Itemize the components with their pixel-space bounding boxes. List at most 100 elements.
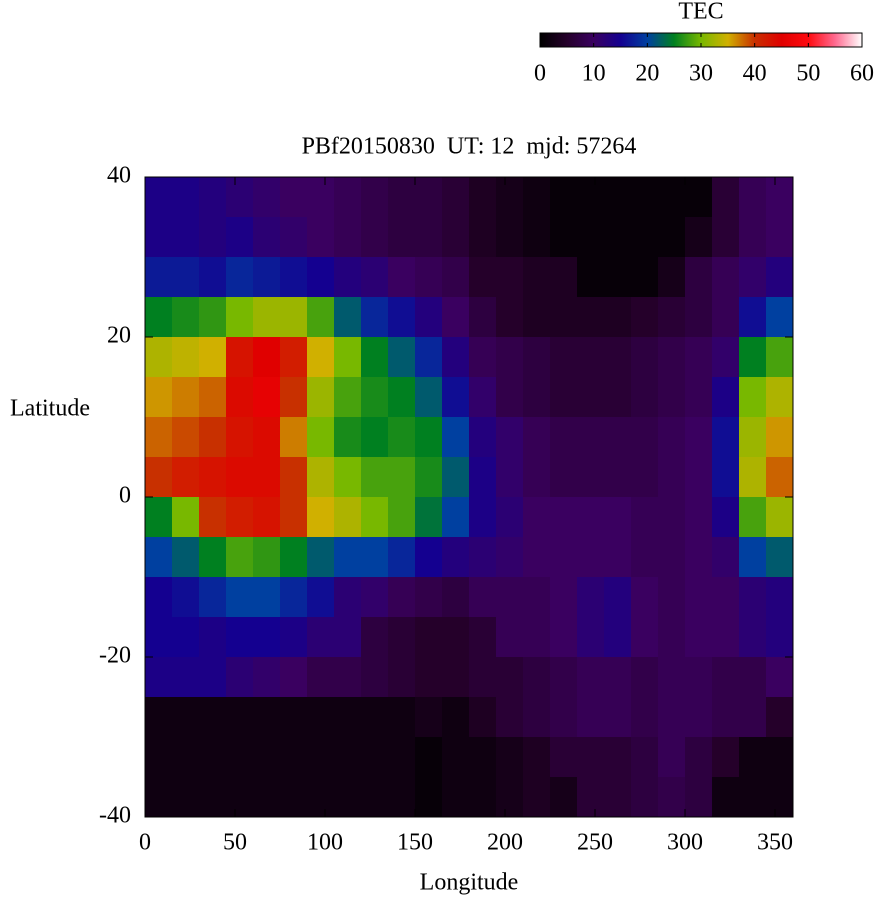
cell (307, 297, 335, 338)
cell (496, 257, 524, 298)
cell (739, 297, 767, 338)
cell (172, 337, 200, 378)
cell (712, 217, 740, 258)
cell (280, 657, 308, 698)
cell (199, 657, 227, 698)
cell (253, 337, 281, 378)
cell (523, 737, 551, 778)
cell (604, 697, 632, 738)
cell (199, 337, 227, 378)
cell (307, 217, 335, 258)
cell (631, 697, 659, 738)
cell (604, 737, 632, 778)
cell (766, 457, 794, 498)
cell (388, 737, 416, 778)
cell (496, 457, 524, 498)
cell (604, 217, 632, 258)
cell (712, 577, 740, 618)
cell (523, 177, 551, 218)
cell (442, 777, 470, 818)
cell (334, 257, 362, 298)
colorbar-tick-label: 40 (743, 61, 767, 87)
cell (739, 737, 767, 778)
cell (415, 337, 443, 378)
cell (253, 537, 281, 578)
cell (172, 657, 200, 698)
cell (712, 697, 740, 738)
cell (712, 297, 740, 338)
cell (496, 617, 524, 658)
cell (766, 657, 794, 698)
cell (469, 777, 497, 818)
cell (523, 457, 551, 498)
cell (469, 497, 497, 538)
cell (469, 697, 497, 738)
cell (226, 657, 254, 698)
colorbar-label: TEC (678, 0, 723, 25)
cell (172, 377, 200, 418)
cell (739, 657, 767, 698)
cell (226, 577, 254, 618)
cell (361, 697, 389, 738)
x-tick-label: 300 (667, 830, 703, 856)
cell (685, 697, 713, 738)
cell (577, 297, 605, 338)
cell (766, 177, 794, 218)
cell (334, 217, 362, 258)
cell (415, 777, 443, 818)
cell (577, 497, 605, 538)
cell (685, 577, 713, 618)
cell (631, 537, 659, 578)
y-axis-label: Latitude (10, 396, 90, 422)
cell (172, 257, 200, 298)
cell (739, 777, 767, 818)
cell (550, 417, 578, 458)
cell (739, 577, 767, 618)
cell (766, 497, 794, 538)
cell (550, 777, 578, 818)
cell (172, 537, 200, 578)
cell (550, 257, 578, 298)
cell (766, 217, 794, 258)
cell (712, 497, 740, 538)
cell (280, 577, 308, 618)
cell (307, 737, 335, 778)
cell (658, 177, 686, 218)
cell (658, 297, 686, 338)
cell (739, 337, 767, 378)
cell (226, 377, 254, 418)
cell (523, 297, 551, 338)
cell (361, 337, 389, 378)
cell (739, 537, 767, 578)
cell (415, 297, 443, 338)
cell (523, 257, 551, 298)
cell (334, 377, 362, 418)
cell (172, 577, 200, 618)
cell (442, 737, 470, 778)
cell (361, 617, 389, 658)
cell (172, 297, 200, 338)
cell (388, 177, 416, 218)
cell (631, 577, 659, 618)
heatmap (145, 177, 794, 818)
x-tick-label: 50 (223, 830, 247, 856)
cell (334, 697, 362, 738)
cell (199, 377, 227, 418)
cell (442, 257, 470, 298)
cell (685, 617, 713, 658)
x-tick-label: 150 (397, 830, 433, 856)
cell (253, 657, 281, 698)
cell (469, 217, 497, 258)
cell (604, 617, 632, 658)
cell (172, 737, 200, 778)
cell (739, 617, 767, 658)
cell (604, 377, 632, 418)
cell (631, 617, 659, 658)
cell (361, 377, 389, 418)
cell (442, 577, 470, 618)
cell (361, 777, 389, 818)
cell (523, 417, 551, 458)
cell (739, 697, 767, 738)
cell (334, 497, 362, 538)
cell (307, 177, 335, 218)
